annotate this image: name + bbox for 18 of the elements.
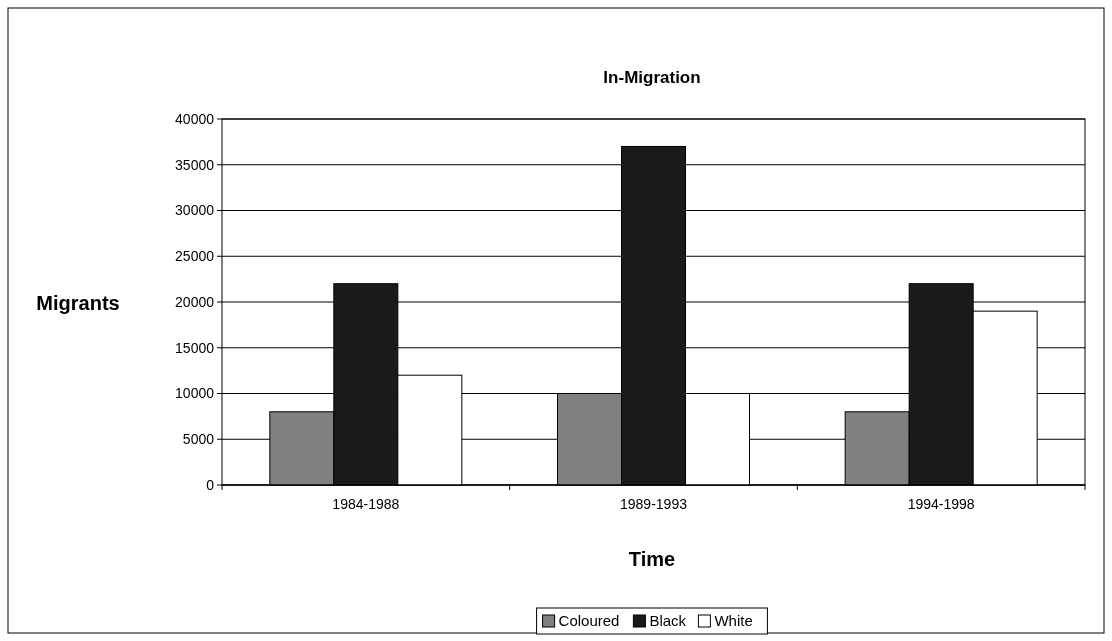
- x-tick-label: 1984-1988: [332, 496, 400, 512]
- y-tick-label: 30000: [175, 202, 215, 219]
- y-tick-label: 10000: [175, 385, 215, 402]
- y-tick-label: 40000: [175, 110, 215, 127]
- y-tick-label: 35000: [175, 156, 215, 173]
- chart-title: In-Migration: [603, 68, 701, 87]
- y-tick-label: 5000: [182, 431, 215, 448]
- x-tick-label: 1989-1993: [620, 496, 688, 512]
- x-tick-label: 1994-1998: [907, 496, 975, 512]
- y-tick-label: 25000: [175, 248, 215, 265]
- y-tick-label: 20000: [175, 293, 215, 310]
- y-tick-label: 15000: [175, 339, 215, 356]
- legend-label: Coloured: [558, 612, 620, 629]
- x-axis-title: Time: [628, 548, 676, 570]
- y-axis-title: Migrants: [36, 292, 120, 314]
- legend-label: White: [714, 612, 753, 629]
- y-tick-label: 0: [206, 476, 215, 493]
- legend-label: Black: [649, 612, 687, 629]
